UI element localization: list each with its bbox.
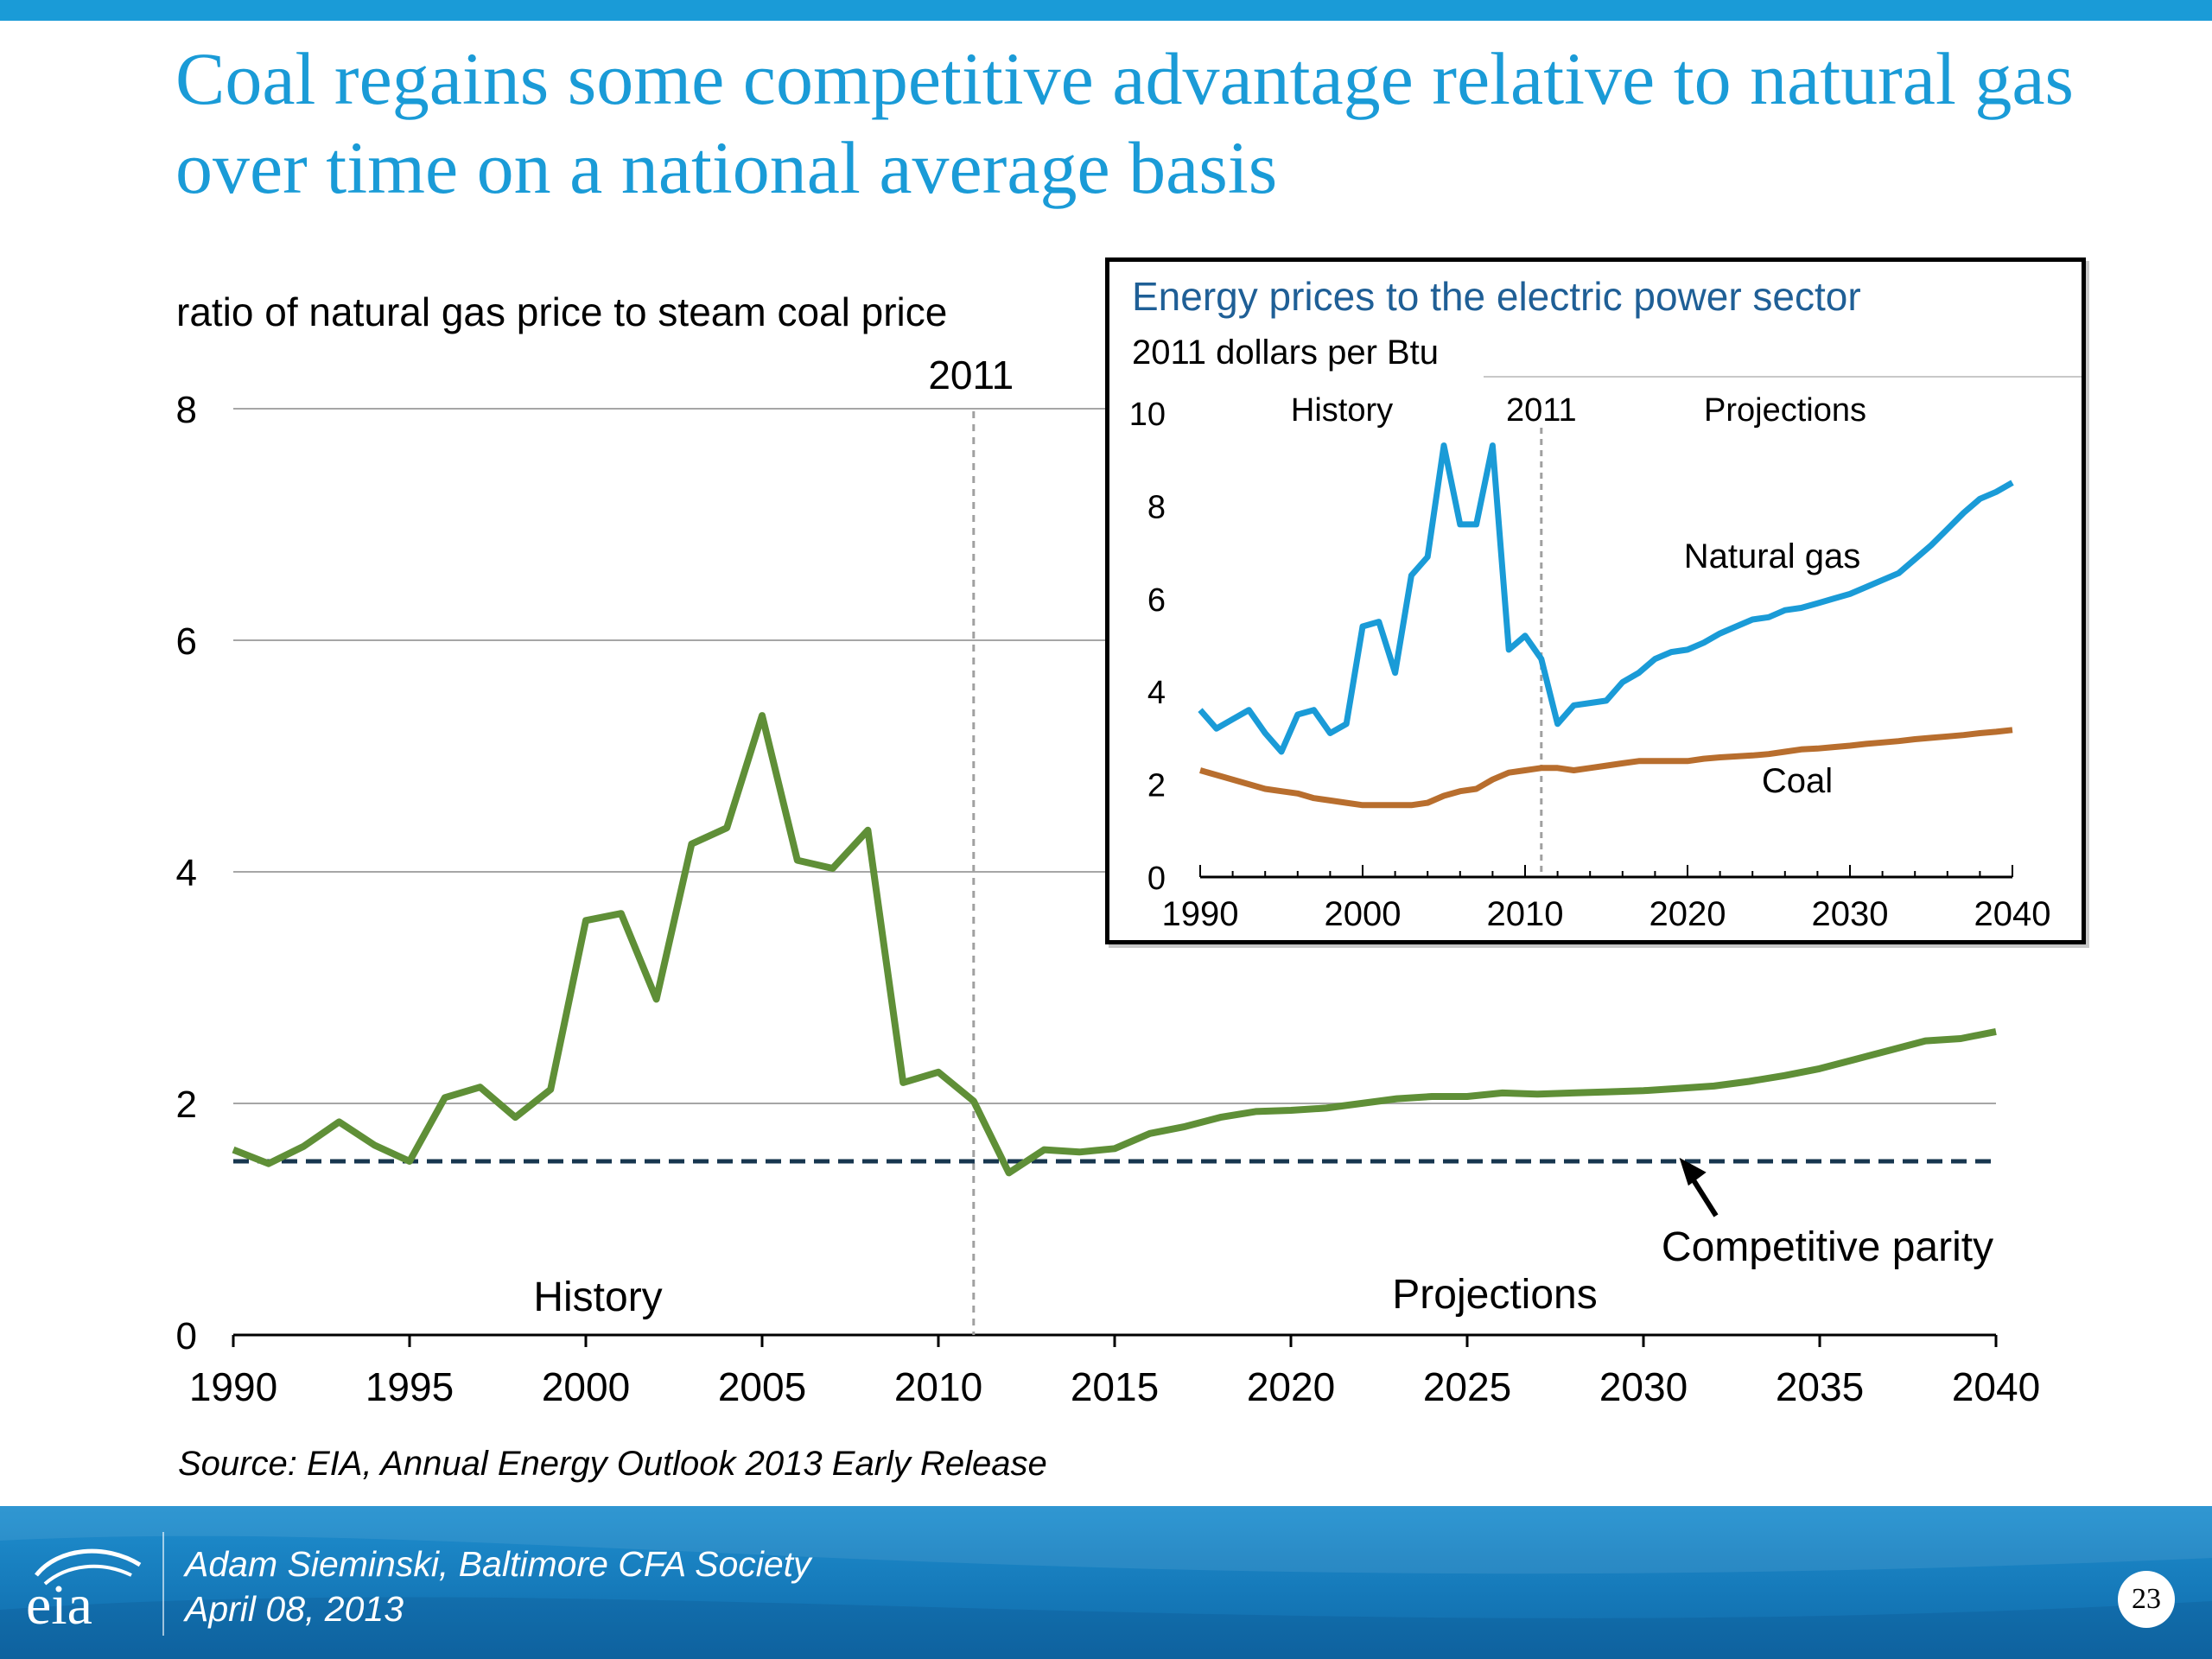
coal-series-label: Coal — [1762, 762, 1833, 800]
x-tick-label: 2000 — [542, 1364, 630, 1409]
slide-title: Coal regains some competitive advantage … — [175, 37, 2074, 209]
presentation-date: April 08, 2013 — [185, 1589, 404, 1629]
logo-divider — [162, 1532, 164, 1636]
inset-history-label: History — [1291, 392, 1393, 429]
inset-y-tick-label: 4 — [1147, 675, 1166, 711]
y-tick-label: 2 — [176, 1084, 197, 1126]
inset-x-tick-label: 2040 — [1974, 895, 2051, 933]
inset-x-tick-label: 2010 — [1487, 895, 1564, 933]
y-tick-label: 8 — [176, 389, 197, 431]
x-tick-label: 1990 — [189, 1364, 277, 1409]
natural-gas-series-line — [1198, 442, 2014, 755]
inset-chart: Energy prices to the electric power sect… — [1129, 274, 2082, 933]
y-tick-label: 0 — [176, 1315, 197, 1357]
x-tick-label: 1995 — [365, 1364, 454, 1409]
eia-logo: eia — [26, 1548, 142, 1634]
presenter-name: Adam Sieminski, Baltimore CFA Society — [185, 1544, 811, 1584]
inset-divider-2011-label: 2011 — [1506, 392, 1577, 429]
inset-y-tick-label: 2 — [1147, 768, 1166, 804]
eia-logo-text: eia — [26, 1573, 92, 1634]
y-tick-label: 6 — [176, 620, 197, 663]
parity-arrow-head — [1679, 1157, 1707, 1186]
history-label: History — [533, 1274, 662, 1320]
inset-x-tick-label: 1990 — [1162, 895, 1239, 933]
x-tick-label: 2015 — [1071, 1364, 1159, 1409]
y-axis-title: ratio of natural gas price to steam coal… — [176, 289, 947, 334]
projections-label: Projections — [1392, 1272, 1597, 1318]
inset-y-tick-label: 0 — [1147, 861, 1166, 897]
natural-gas-series-label: Natural gas — [1684, 537, 1861, 575]
source-note: Source: EIA, Annual Energy Outlook 2013 … — [178, 1445, 1047, 1483]
x-tick-label: 2010 — [894, 1364, 982, 1409]
x-tick-label: 2040 — [1952, 1364, 2040, 1409]
inset-y-tick-label: 10 — [1129, 397, 1166, 433]
inset-y-tick-label: 8 — [1147, 489, 1166, 525]
inset-y-axis-title: 2011 dollars per Btu — [1132, 334, 1439, 372]
x-tick-label: 2020 — [1247, 1364, 1335, 1409]
y-tick-label: 4 — [176, 852, 197, 894]
footer-wave-decoration — [0, 1506, 2212, 1659]
inset-x-tick-label: 2020 — [1649, 895, 1726, 933]
divider-2011-label: 2011 — [928, 353, 1014, 397]
x-tick-label: 2005 — [718, 1364, 806, 1409]
inset-x-tick-label: 2030 — [1812, 895, 1889, 933]
footer-bar: eia Adam Sieminski, Baltimore CFA Societ… — [0, 1506, 2212, 1659]
ratio-series-line — [232, 712, 1997, 1177]
main-chart: ratio of natural gas price to steam coal… — [176, 289, 2041, 1409]
x-tick-label: 2025 — [1423, 1364, 1511, 1409]
inset-y-tick-label: 6 — [1147, 582, 1166, 619]
x-tick-label: 2035 — [1776, 1364, 1864, 1409]
inset-x-tick-label: 2000 — [1325, 895, 1402, 933]
inset-projections-label: Projections — [1704, 392, 1866, 429]
page-number-badge: 23 — [2118, 1571, 2175, 1628]
competitive-parity-label: Competitive parity — [1662, 1224, 1993, 1270]
inset-title: Energy prices to the electric power sect… — [1132, 274, 1861, 319]
top-banner-bar — [0, 0, 2212, 21]
coal-series-line — [1199, 727, 2013, 809]
x-tick-label: 2030 — [1599, 1364, 1688, 1409]
inset-chart-panel: Energy prices to the electric power sect… — [1105, 257, 2086, 944]
